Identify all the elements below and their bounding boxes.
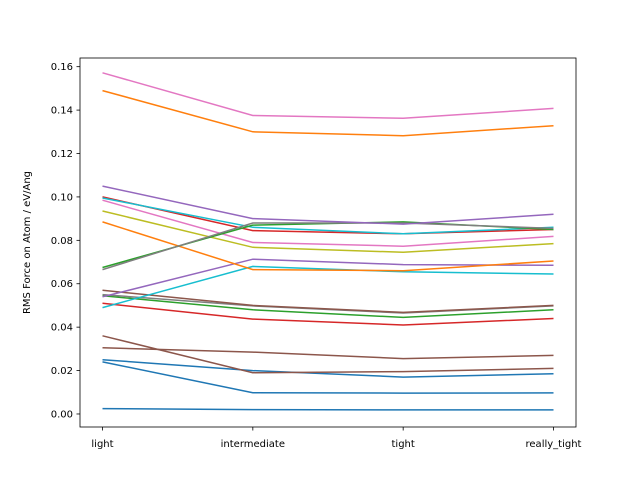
- series-line-18: [102, 222, 554, 271]
- series-line-2: [102, 361, 554, 394]
- y-tick-label: 0.10: [51, 192, 73, 203]
- y-tick-label: 0.00: [51, 409, 73, 420]
- series-line-3: [102, 358, 554, 378]
- series-line-12: [102, 221, 554, 272]
- x-tick-label: tight: [392, 439, 415, 450]
- y-tick-label: 0.12: [51, 149, 73, 160]
- series-layer: [102, 72, 554, 411]
- y-axis-ticks: 0.00 0.02 0.04 0.06 0.08 0.10 0.12 0.14 0.16: [51, 62, 80, 420]
- series-line-14: [102, 199, 554, 247]
- y-tick-label: 0.08: [51, 236, 73, 247]
- y-tick-label: 0.04: [51, 323, 73, 334]
- y-axis-label: RMS Force on Atom / eV/Ang: [22, 171, 33, 314]
- x-axis-ticks: light intermediate tight really_tight: [91, 427, 582, 450]
- series-line-19: [102, 185, 554, 225]
- series-line-16: [102, 197, 554, 235]
- series-line-13: [102, 210, 554, 254]
- series-line-9: [102, 289, 554, 314]
- series-line-4: [102, 335, 554, 374]
- series-line-21: [102, 72, 554, 120]
- series-line-5: [102, 347, 554, 360]
- x-tick-label: light: [91, 439, 113, 450]
- series-line-7: [102, 294, 554, 319]
- series-line-6: [102, 302, 554, 326]
- y-tick-label: 0.16: [51, 62, 73, 73]
- y-tick-label: 0.06: [51, 279, 73, 290]
- series-line-15: [102, 196, 554, 235]
- series-line-20: [102, 89, 554, 137]
- x-tick-label: intermediate: [221, 439, 285, 450]
- series-line-1: [102, 407, 554, 411]
- x-tick-label: really_tight: [526, 439, 582, 450]
- series-line-10: [102, 265, 554, 309]
- plot-frame: [79, 57, 577, 428]
- y-tick-label: 0.02: [51, 366, 73, 377]
- series-line-11: [102, 258, 554, 298]
- y-tick-label: 0.14: [51, 106, 73, 117]
